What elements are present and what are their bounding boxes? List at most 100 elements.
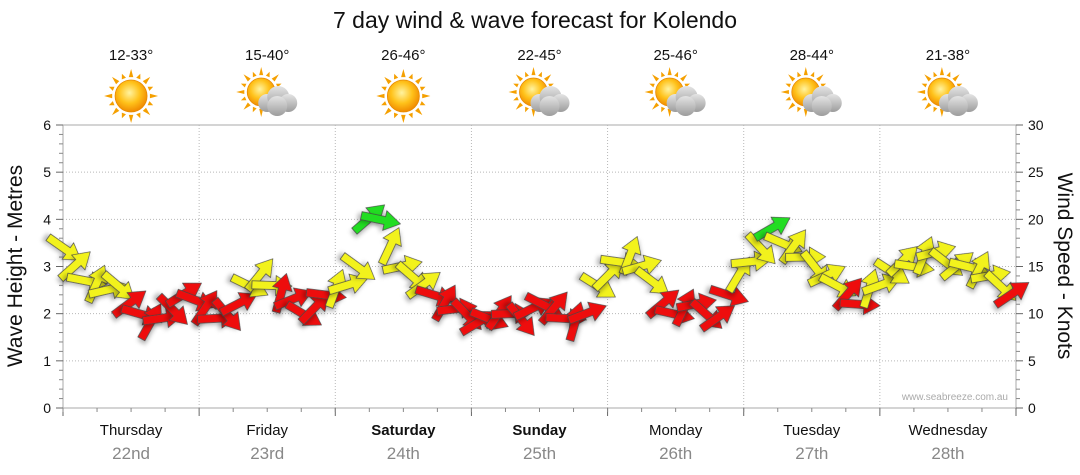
sun-disc [386, 79, 420, 113]
sun-ray [136, 73, 141, 80]
wind-arrow [744, 231, 776, 265]
wind-arrow-shape [218, 292, 258, 317]
weather-row: 12-33° 15-40° 26-46° 22-45° 25-46° 28-44° 21-3… [104, 47, 978, 123]
cloud-puff [811, 96, 832, 116]
partly-cloudy-icon [916, 67, 978, 117]
right-axis-label: Wind Speed - Knots [1053, 173, 1076, 360]
sun-ray [531, 67, 536, 76]
sun-ray [652, 74, 660, 82]
sun-ray [667, 108, 672, 117]
sun-ray [142, 76, 151, 85]
wind-arrow [218, 292, 258, 317]
wind-arrow [360, 210, 402, 231]
sun-ray [112, 76, 120, 85]
temp-range: 28-44° [790, 47, 834, 64]
cloud-puff [675, 96, 696, 116]
cloud-shape [530, 86, 570, 116]
sun-ray [121, 112, 126, 119]
sun-ray [394, 112, 399, 119]
weather-day-friday: 15-40° [236, 47, 298, 117]
sun-ray [128, 69, 134, 78]
sun-ray [401, 69, 406, 78]
right-tick-label: 20 [1028, 211, 1044, 227]
sun-ray [921, 96, 928, 101]
weather-day-monday: 25-46° [644, 47, 706, 117]
sun-ray [243, 74, 251, 82]
sun-ray [652, 102, 660, 110]
temp-range: 12-33° [109, 47, 153, 64]
wind-arrow [327, 273, 368, 295]
day-label: Wednesday [908, 422, 987, 439]
sun-ray [788, 74, 796, 82]
cloud-shape [938, 86, 978, 116]
watermark: www.seabreeze.com.au [901, 392, 1008, 403]
date-label: 22nd [112, 444, 150, 463]
wind-arrow-shape [698, 305, 736, 333]
day-label: Saturday [371, 422, 436, 439]
sun-ray [149, 93, 159, 99]
left-tick-label: 2 [43, 306, 51, 322]
sun-ray [401, 114, 406, 123]
temp-range: 22-45° [517, 47, 561, 64]
left-tick-label: 3 [43, 259, 51, 275]
wind-arrow-shape [100, 270, 135, 300]
right-axis: 0 5 10 15 20 25 30 [1016, 117, 1044, 416]
chart-title: 7 day wind & wave forecast for Kolendo [333, 7, 737, 33]
cloud-puff [947, 96, 968, 116]
sunny-icon [104, 69, 159, 123]
sun-ray [513, 83, 519, 88]
left-tick-label: 6 [43, 117, 51, 133]
sun-ray [515, 74, 523, 82]
wind-arrow [752, 216, 791, 242]
sun-ray [252, 106, 257, 113]
wind-arrow-shape [591, 259, 624, 292]
sun-ray [384, 76, 392, 85]
sun-ray [644, 90, 653, 94]
sun-ray [136, 112, 141, 119]
cloud-puff [539, 96, 560, 116]
right-tick-label: 15 [1028, 259, 1044, 275]
sun-ray [381, 101, 387, 106]
cloud-shape [258, 86, 298, 116]
sun-ray [415, 107, 423, 116]
wind-arrows [45, 204, 1030, 342]
wind-arrow [567, 301, 607, 325]
partly-cloudy-icon [508, 67, 570, 117]
weather-day-thursday: 12-33° [104, 47, 159, 123]
sun-ray [810, 71, 815, 78]
wind-arrow [537, 291, 568, 326]
sun-ray [525, 71, 529, 78]
left-axis: 0 1 2 3 4 5 6 [43, 117, 63, 416]
sun-ray [259, 108, 264, 117]
sun-ray [661, 71, 666, 78]
wind-arrow-shape [633, 266, 670, 295]
cloud-shape [802, 86, 842, 116]
left-tick-label: 1 [43, 353, 51, 369]
day-label: Tuesday [783, 422, 840, 439]
sun-ray [147, 86, 154, 91]
sun-ray [381, 86, 387, 91]
sun-ray [952, 74, 960, 82]
sunny-icon [376, 69, 431, 123]
sun-ray [394, 73, 399, 80]
x-axis-labels: Thursday 22nd Friday 23rd Saturday 24th Sunday… [62, 408, 1017, 463]
wind-arrow-shape [155, 292, 188, 325]
wind-arrow [404, 272, 441, 300]
wind-arrow-shape [567, 301, 607, 325]
wind-arrow [618, 235, 642, 276]
wind-arrow [155, 292, 188, 325]
sun-ray [376, 93, 385, 99]
date-label: 23rd [250, 444, 284, 463]
day-label: Monday [649, 422, 703, 439]
weather-day-tuesday: 28-44° [780, 47, 842, 117]
wind-arrow-shape [537, 291, 568, 326]
sun-ray [933, 106, 938, 113]
right-tick-label: 5 [1028, 353, 1036, 369]
wind-arrow-shape [339, 252, 376, 280]
wind-arrow [297, 292, 330, 326]
partly-cloudy-icon [644, 67, 706, 117]
sun-ray [121, 73, 126, 80]
right-tick-label: 0 [1028, 400, 1036, 416]
sun-ray [147, 101, 154, 106]
